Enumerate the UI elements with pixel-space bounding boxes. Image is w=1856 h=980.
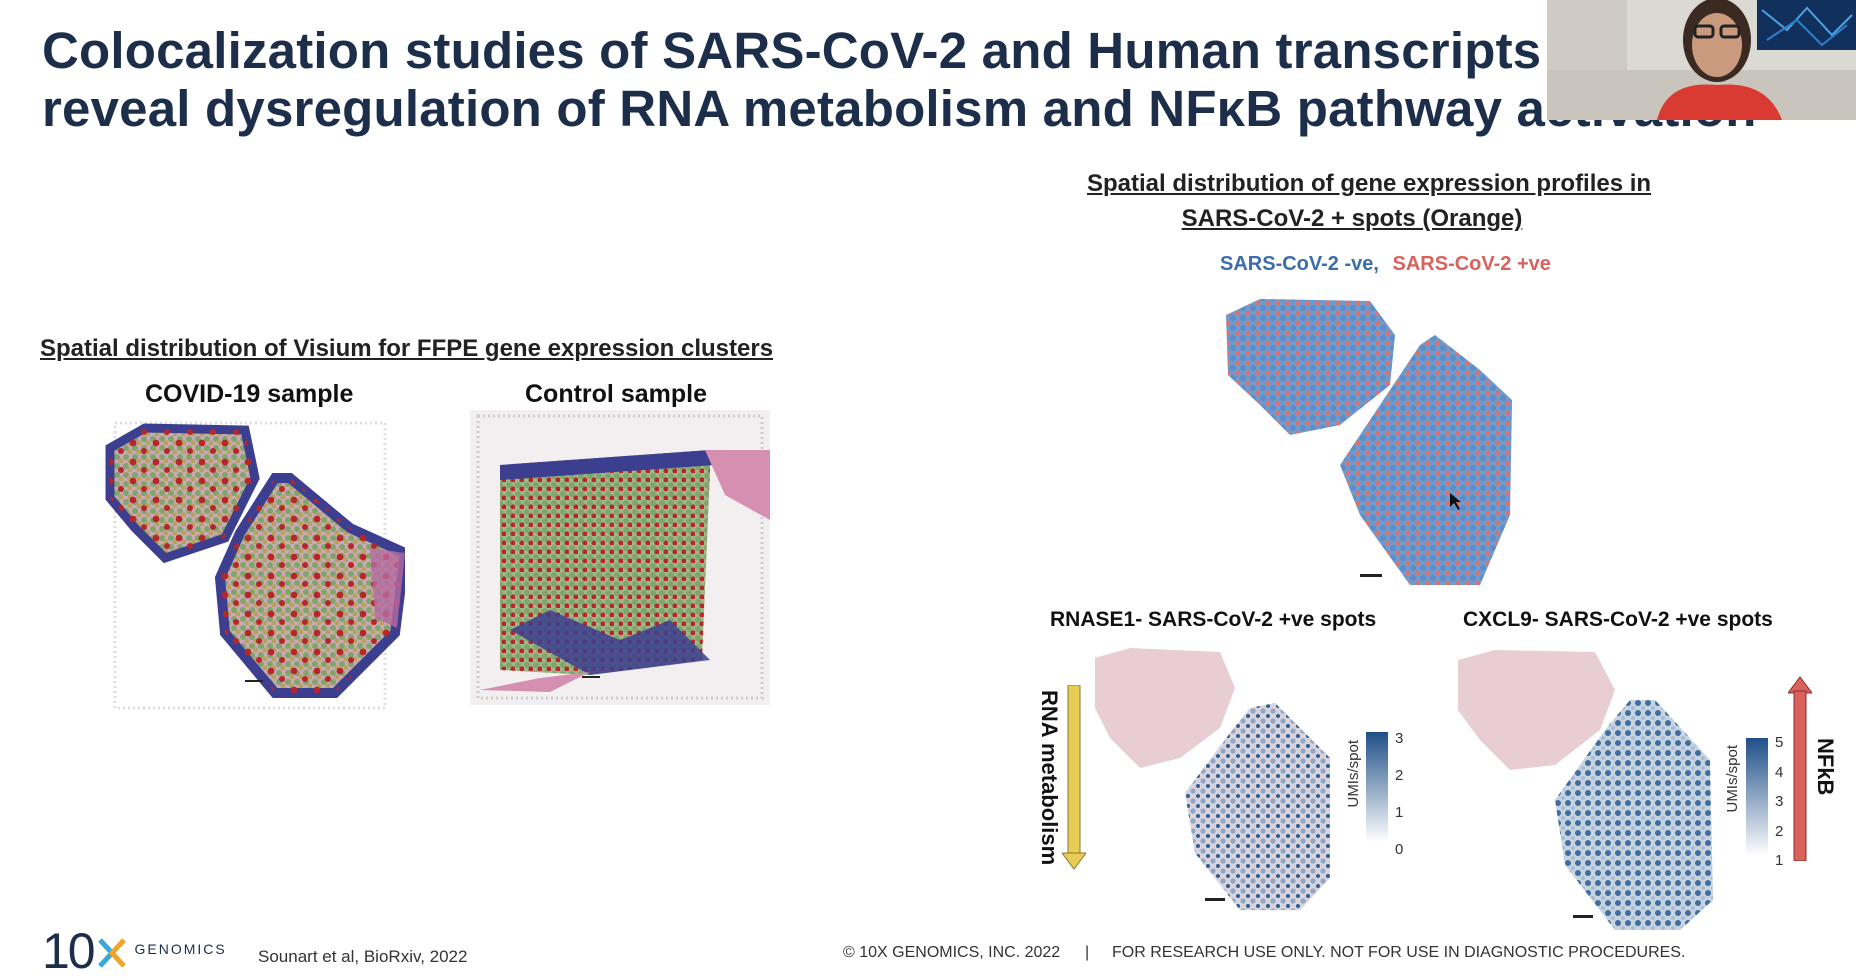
logo-number: 10 <box>42 923 96 979</box>
cxcl9-colorbar-label: UMIs/spot <box>1724 745 1741 813</box>
citation: Sounart et al, BioRxiv, 2022 <box>258 947 468 966</box>
rnase1-tick: 2 <box>1395 767 1404 784</box>
right-heading-line2: SARS-CoV-2 + spots (Orange) <box>1181 205 1523 232</box>
logo-x-icon <box>98 938 126 968</box>
covid-tissue-image <box>105 421 405 710</box>
up-arrow-icon <box>1788 676 1812 861</box>
covid-sample-label: COVID-19 sample <box>145 380 354 408</box>
mouse-cursor-icon <box>1450 493 1461 510</box>
cxcl9-title: CXCL9- SARS-CoV-2 +ve spots <box>1463 608 1773 631</box>
rnase1-tick: 1 <box>1395 804 1404 821</box>
slide-title-line2: reveal dysregulation of RNA metabolism a… <box>42 80 1757 137</box>
sars-cov2-spot-map <box>1226 299 1512 585</box>
cxcl9-tick: 3 <box>1775 793 1784 810</box>
down-arrow-icon <box>1062 685 1086 870</box>
footer-separator: | <box>1085 944 1090 961</box>
webcam-video[interactable] <box>1547 0 1856 120</box>
spot-legend: SARS-CoV-2 -ve, SARS-CoV-2 +ve <box>1220 253 1551 276</box>
tenx-logo: 10 GENOMICS <box>42 922 227 980</box>
control-sample-label: Control sample <box>525 380 707 408</box>
rnase1-expression-map <box>1095 648 1330 910</box>
right-heading-line1: Spatial distribution of gene expression … <box>1087 170 1652 197</box>
rnase1-tick: 0 <box>1395 841 1404 858</box>
rnase1-tick: 3 <box>1395 730 1404 747</box>
disclaimer: FOR RESEARCH USE ONLY. NOT FOR USE IN DI… <box>1112 944 1686 961</box>
cxcl9-tick: 1 <box>1775 852 1784 869</box>
legend-positive: SARS-CoV-2 +ve <box>1392 253 1551 275</box>
logo-word: GENOMICS <box>134 941 227 957</box>
rnase1-title: RNASE1- SARS-CoV-2 +ve spots <box>1050 608 1377 631</box>
slide-title-line1: Colocalization studies of SARS-CoV-2 and… <box>42 22 1542 79</box>
right-heading: Spatial distribution of gene expression … <box>1087 166 1652 236</box>
rna-metabolism-label: RNA metabolism <box>1037 690 1062 866</box>
cxcl9-tick: 5 <box>1775 734 1784 751</box>
slide-title: Colocalization studies of SARS-CoV-2 and… <box>42 22 1757 138</box>
rnase1-colorbar-ticks: 3 2 1 0 <box>1395 720 1403 868</box>
copyright: © 10X GENOMICS, INC. 2022 <box>843 944 1061 961</box>
rnase1-colorbar-label: UMIs/spot <box>1345 740 1362 808</box>
control-tissue-image <box>470 410 770 705</box>
cxcl9-colorbar <box>1746 738 1768 856</box>
cxcl9-colorbar-ticks: 5 4 3 2 1 <box>1775 728 1783 876</box>
video-participant-icon <box>1547 0 1856 120</box>
cxcl9-expression-map <box>1458 650 1713 930</box>
cxcl9-tick: 2 <box>1775 822 1784 840</box>
left-heading: Spatial distribution of Visium for FFPE … <box>40 335 774 362</box>
nfkb-label: NFkB <box>1813 738 1838 796</box>
legend-negative: SARS-CoV-2 -ve, <box>1220 253 1379 275</box>
rnase1-colorbar <box>1366 732 1388 842</box>
cxcl9-tick: 4 <box>1775 763 1784 781</box>
